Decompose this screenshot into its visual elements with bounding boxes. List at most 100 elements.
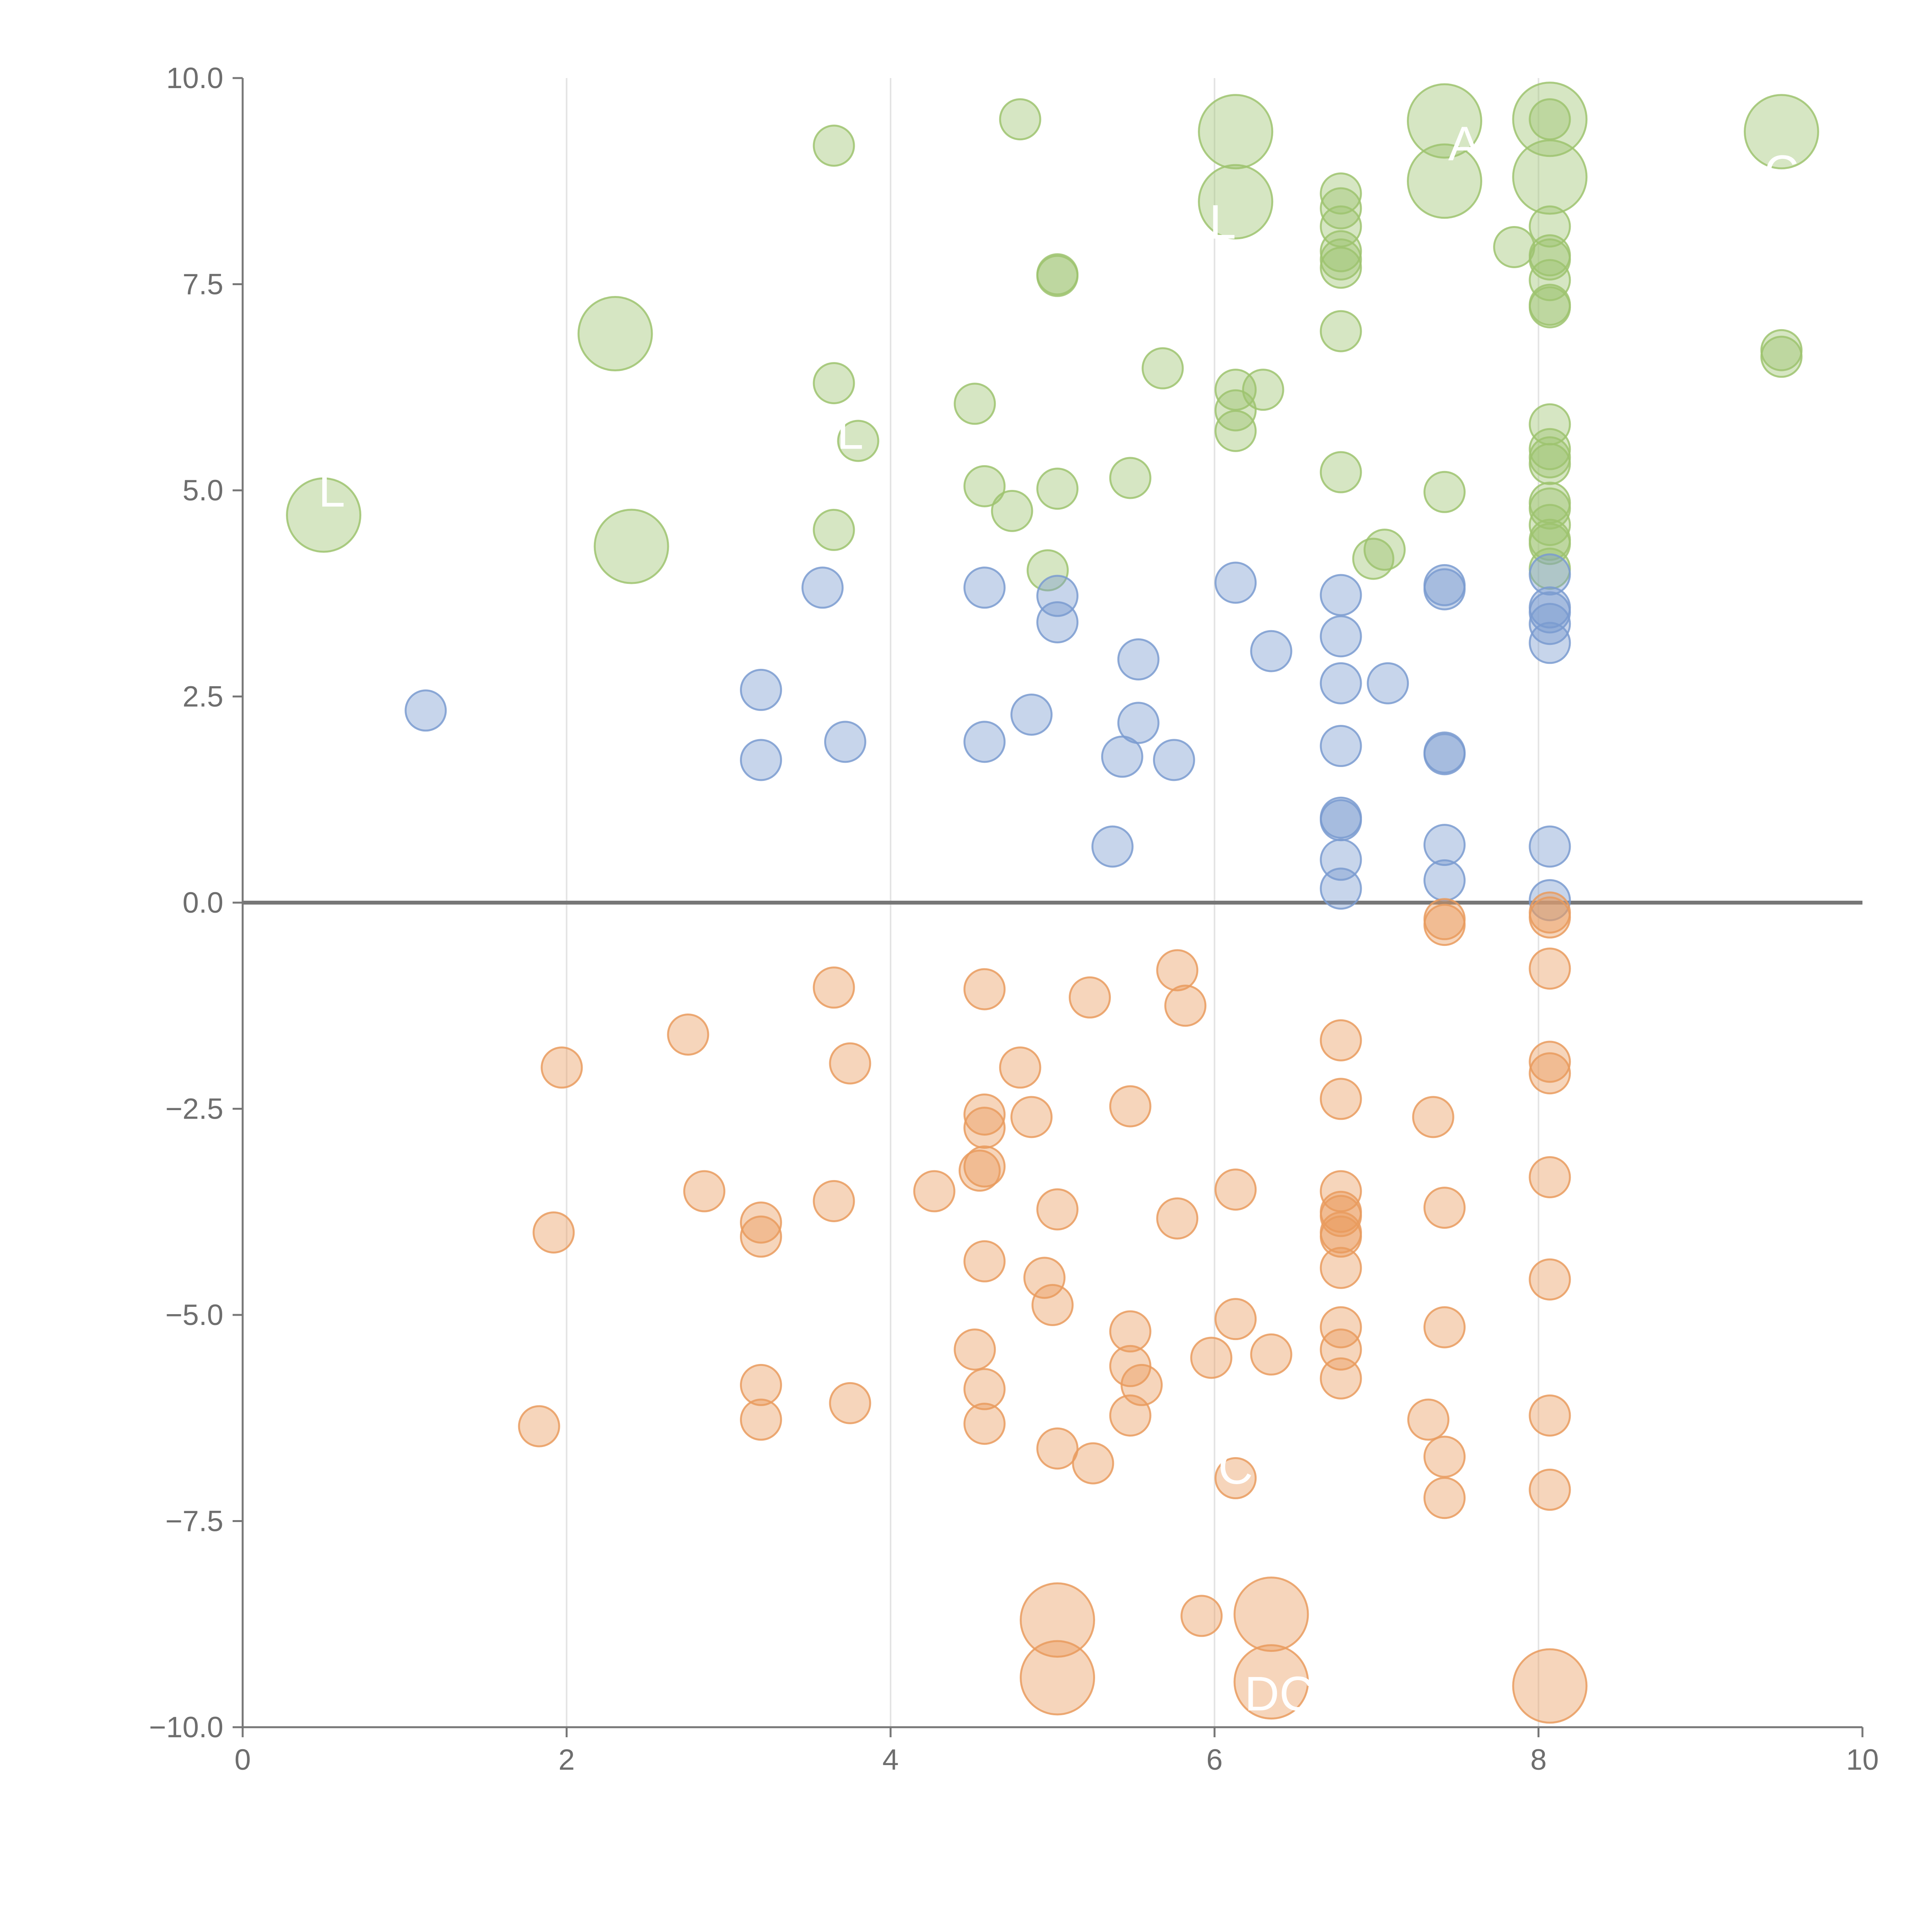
data-point-orange[interactable] xyxy=(1036,1427,1079,1470)
data-point-blue[interactable] xyxy=(1529,603,1571,645)
data-point-green[interactable] xyxy=(1320,205,1362,248)
data-point-orange[interactable] xyxy=(1320,1357,1362,1400)
data-point-orange[interactable] xyxy=(1320,1019,1362,1061)
data-point-orange[interactable] xyxy=(1320,1078,1362,1120)
data-point-blue[interactable] xyxy=(1320,799,1362,842)
data-point-blue[interactable] xyxy=(1320,574,1362,616)
data-point-orange[interactable] xyxy=(1423,1477,1466,1519)
data-point-orange[interactable] xyxy=(518,1405,560,1447)
data-point-green[interactable] xyxy=(594,509,669,584)
data-point-orange[interactable] xyxy=(740,1215,782,1258)
data-point-orange[interactable] xyxy=(1214,1168,1257,1211)
data-point-green[interactable] xyxy=(1760,335,1803,378)
data-point-orange[interactable] xyxy=(1233,1644,1309,1720)
data-point-orange[interactable] xyxy=(1407,1398,1450,1441)
data-point-orange[interactable] xyxy=(1320,1247,1362,1289)
data-point-green[interactable] xyxy=(954,383,996,425)
data-point-green[interactable] xyxy=(1036,255,1079,297)
data-point-orange[interactable] xyxy=(958,1150,1001,1192)
data-point-blue[interactable] xyxy=(1117,702,1160,744)
data-point-orange[interactable] xyxy=(1423,1187,1466,1229)
data-point-orange[interactable] xyxy=(1512,1648,1588,1724)
data-point-orange[interactable] xyxy=(1036,1188,1079,1231)
data-point-blue[interactable] xyxy=(1529,825,1571,868)
data-point-blue[interactable] xyxy=(1529,591,1571,634)
data-point-orange[interactable] xyxy=(1031,1284,1074,1326)
data-point-orange[interactable] xyxy=(1023,1257,1066,1299)
data-point-blue[interactable] xyxy=(1010,693,1053,736)
data-point-green[interactable] xyxy=(1743,94,1819,170)
data-point-green[interactable] xyxy=(1406,83,1482,159)
data-point-green[interactable] xyxy=(1406,143,1482,219)
data-point-orange[interactable] xyxy=(667,1013,709,1056)
data-point-blue[interactable] xyxy=(740,739,782,781)
data-point-blue[interactable] xyxy=(1529,879,1571,922)
data-point-orange[interactable] xyxy=(1529,1156,1571,1199)
data-point-orange[interactable] xyxy=(963,1093,1006,1136)
data-point-blue[interactable] xyxy=(801,566,844,609)
data-point-blue[interactable] xyxy=(1529,553,1571,596)
data-point-blue[interactable] xyxy=(963,566,1006,609)
data-point-blue[interactable] xyxy=(1320,838,1362,881)
data-point-green[interactable] xyxy=(1320,187,1362,230)
data-point-blue[interactable] xyxy=(1250,630,1293,672)
data-point-green[interactable] xyxy=(1352,537,1395,580)
data-point-orange[interactable] xyxy=(1010,1096,1053,1138)
data-point-blue[interactable] xyxy=(740,668,782,711)
data-point-orange[interactable] xyxy=(1320,1215,1362,1258)
data-point-orange[interactable] xyxy=(1529,1468,1571,1511)
data-point-green[interactable] xyxy=(963,465,1006,507)
data-point-blue[interactable] xyxy=(1423,568,1466,611)
data-point-orange[interactable] xyxy=(813,1180,855,1223)
data-point-blue[interactable] xyxy=(1214,561,1257,604)
data-point-orange[interactable] xyxy=(1423,1435,1466,1478)
data-point-orange[interactable] xyxy=(1109,1085,1151,1128)
data-point-green[interactable] xyxy=(1198,164,1274,240)
data-point-orange[interactable] xyxy=(1190,1337,1233,1379)
data-point-orange[interactable] xyxy=(1156,1197,1199,1240)
data-point-orange[interactable] xyxy=(1529,1041,1571,1083)
data-point-orange[interactable] xyxy=(829,1042,871,1085)
data-point-orange[interactable] xyxy=(532,1211,575,1254)
data-point-orange[interactable] xyxy=(1156,949,1199,992)
data-point-orange[interactable] xyxy=(1020,1640,1095,1716)
data-point-orange[interactable] xyxy=(1164,985,1207,1027)
data-point-green[interactable] xyxy=(1423,471,1466,513)
data-point-green[interactable] xyxy=(999,98,1041,141)
data-point-green[interactable] xyxy=(1529,523,1571,565)
data-point-orange[interactable] xyxy=(1423,1306,1466,1349)
data-point-blue[interactable] xyxy=(1320,662,1362,704)
data-point-orange[interactable] xyxy=(913,1170,956,1213)
data-point-green[interactable] xyxy=(577,296,653,372)
data-point-orange[interactable] xyxy=(1320,1306,1362,1349)
data-point-orange[interactable] xyxy=(1529,947,1571,990)
data-point-blue[interactable] xyxy=(1423,859,1466,901)
data-point-green[interactable] xyxy=(286,477,362,553)
data-point-blue[interactable] xyxy=(1423,733,1466,776)
data-point-green[interactable] xyxy=(1529,286,1571,328)
data-point-orange[interactable] xyxy=(1250,1333,1293,1376)
data-point-orange[interactable] xyxy=(1068,976,1111,1019)
data-point-orange[interactable] xyxy=(541,1046,583,1089)
data-point-orange[interactable] xyxy=(999,1046,1041,1089)
data-point-blue[interactable] xyxy=(1529,622,1571,664)
data-point-green[interactable] xyxy=(1036,468,1079,510)
data-point-orange[interactable] xyxy=(683,1170,726,1213)
data-point-green[interactable] xyxy=(1512,82,1588,157)
data-point-orange[interactable] xyxy=(740,1398,782,1441)
data-point-green[interactable] xyxy=(1529,443,1571,485)
data-point-orange[interactable] xyxy=(963,1368,1006,1410)
data-point-green[interactable] xyxy=(1320,310,1362,352)
data-point-orange[interactable] xyxy=(1214,1457,1257,1500)
data-point-orange[interactable] xyxy=(1320,1328,1362,1371)
data-point-orange[interactable] xyxy=(1423,904,1466,946)
data-point-green[interactable] xyxy=(1529,205,1571,248)
data-point-green[interactable] xyxy=(813,509,855,551)
data-point-orange[interactable] xyxy=(1529,1258,1571,1301)
data-point-green[interactable] xyxy=(1529,504,1571,546)
data-point-green[interactable] xyxy=(1529,487,1571,530)
data-point-blue[interactable] xyxy=(1320,615,1362,658)
data-point-green[interactable] xyxy=(1512,139,1588,215)
data-point-blue[interactable] xyxy=(1117,638,1160,680)
data-point-green[interactable] xyxy=(1320,172,1362,215)
